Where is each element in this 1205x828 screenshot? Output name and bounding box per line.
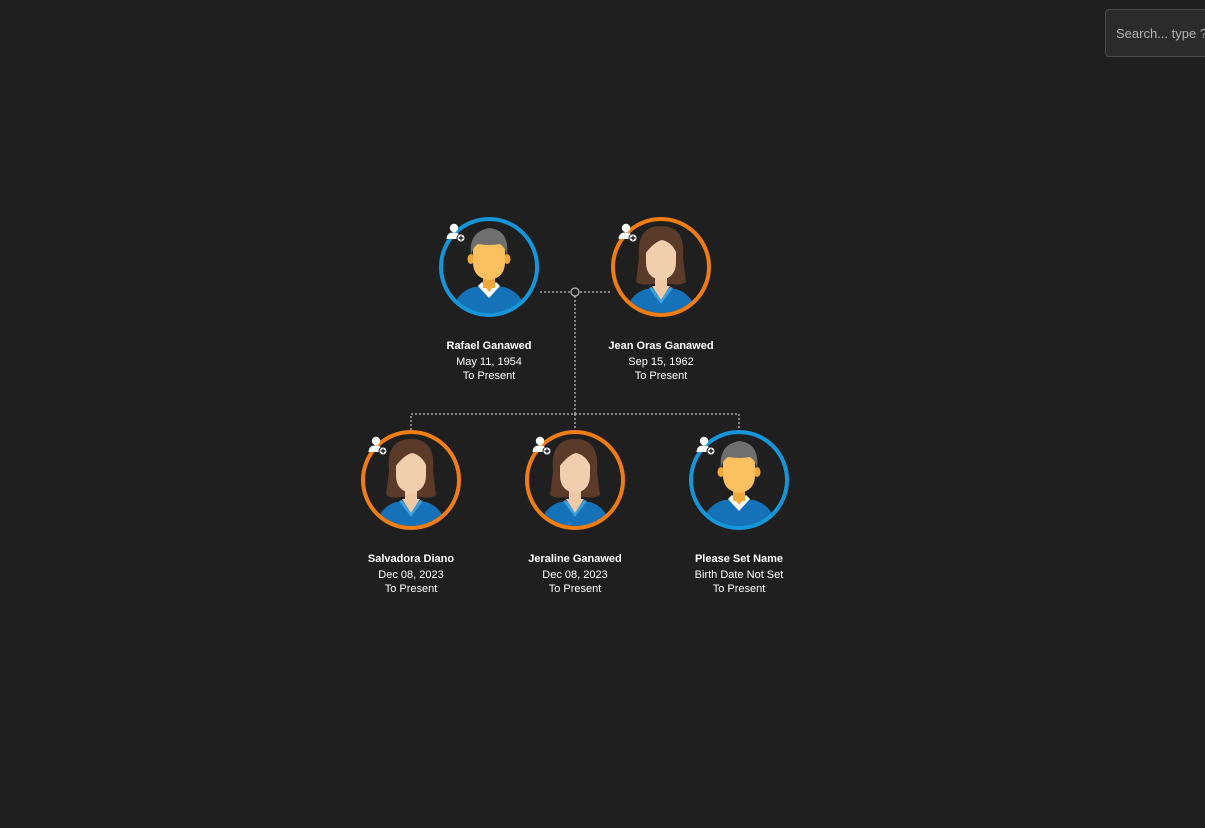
person-lifespan-status: To Present [462,370,516,382]
person-details: Please Set Name Birth Date Not Set To Pr… [659,552,819,596]
children-link [410,413,740,430]
add-relative-icon[interactable] [368,436,388,456]
person-name: Please Set Name [694,553,784,565]
person-node-salvadora[interactable]: Salvadora Diano Dec 08, 2023 To Present [331,429,491,609]
person-lifespan-status: To Present [634,370,688,382]
female-avatar-icon[interactable] [360,429,462,531]
female-avatar-icon[interactable] [524,429,626,531]
add-relative-icon[interactable] [696,436,716,456]
person-node-jean[interactable]: Jean Oras Ganawed Sep 15, 1962 To Presen… [581,216,741,396]
add-relative-icon[interactable] [446,223,466,243]
add-relative-icon[interactable] [618,223,638,243]
person-birth-date: Dec 08, 2023 [378,569,444,581]
person-birth-date: Birth Date Not Set [694,569,784,581]
union-node[interactable] [570,287,580,297]
male-avatar-icon[interactable] [688,429,790,531]
person-name: Jeraline Ganawed [528,553,622,565]
add-relative-icon[interactable] [532,436,552,456]
person-details: Jean Oras Ganawed Sep 15, 1962 To Presen… [581,339,741,383]
male-avatar-icon[interactable] [438,216,540,318]
person-birth-date: Dec 08, 2023 [542,569,608,581]
person-node-jeraline[interactable]: Jeraline Ganawed Dec 08, 2023 To Present [495,429,655,609]
person-name: Rafael Ganawed [446,340,532,352]
person-details: Salvadora Diano Dec 08, 2023 To Present [331,552,491,596]
person-lifespan-status: To Present [384,583,438,595]
person-details: Rafael Ganawed May 11, 1954 To Present [409,339,569,383]
person-lifespan-status: To Present [548,583,602,595]
person-node-rafael[interactable]: Rafael Ganawed May 11, 1954 To Present [409,216,569,396]
person-birth-date: May 11, 1954 [456,356,522,368]
person-lifespan-status: To Present [712,583,766,595]
person-name: Salvadora Diano [367,553,455,565]
person-node-unnamed[interactable]: Please Set Name Birth Date Not Set To Pr… [659,429,819,609]
female-avatar-icon[interactable] [610,216,712,318]
person-name: Jean Oras Ganawed [608,340,714,352]
person-details: Jeraline Ganawed Dec 08, 2023 To Present [495,552,655,596]
search-box [1105,9,1205,57]
person-birth-date: Sep 15, 1962 [628,356,694,368]
search-input[interactable] [1106,10,1205,56]
